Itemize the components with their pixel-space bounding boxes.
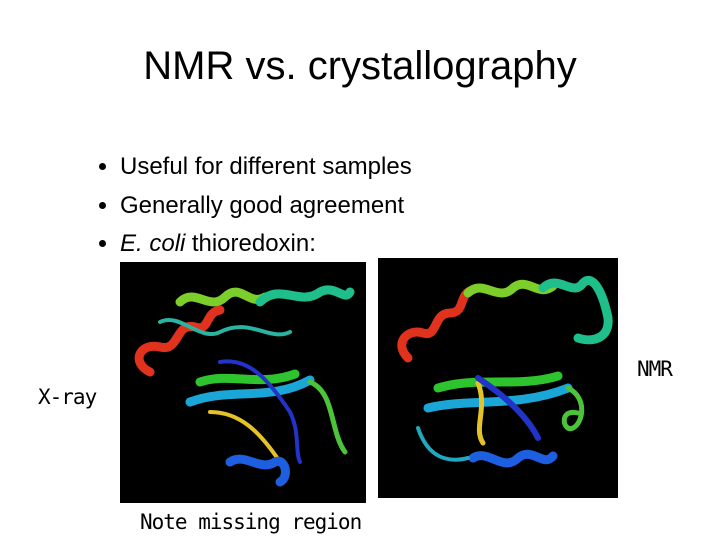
bullet-text: thioredoxin: — [191, 230, 316, 257]
italic-text: E. coli — [120, 230, 186, 257]
xray-structure-image — [120, 262, 366, 503]
bullet: Generally good agreement — [120, 187, 412, 226]
xray-label: X-ray — [38, 385, 97, 409]
bullet-list: Useful for different samples Generally g… — [120, 148, 412, 264]
slide-title: NMR vs. crystallography — [143, 44, 577, 88]
nmr-structure-image — [378, 258, 618, 498]
nmr-label: NMR — [637, 357, 673, 381]
bullet: Useful for different samples — [120, 148, 412, 187]
note-label: Note missing region — [140, 510, 362, 534]
